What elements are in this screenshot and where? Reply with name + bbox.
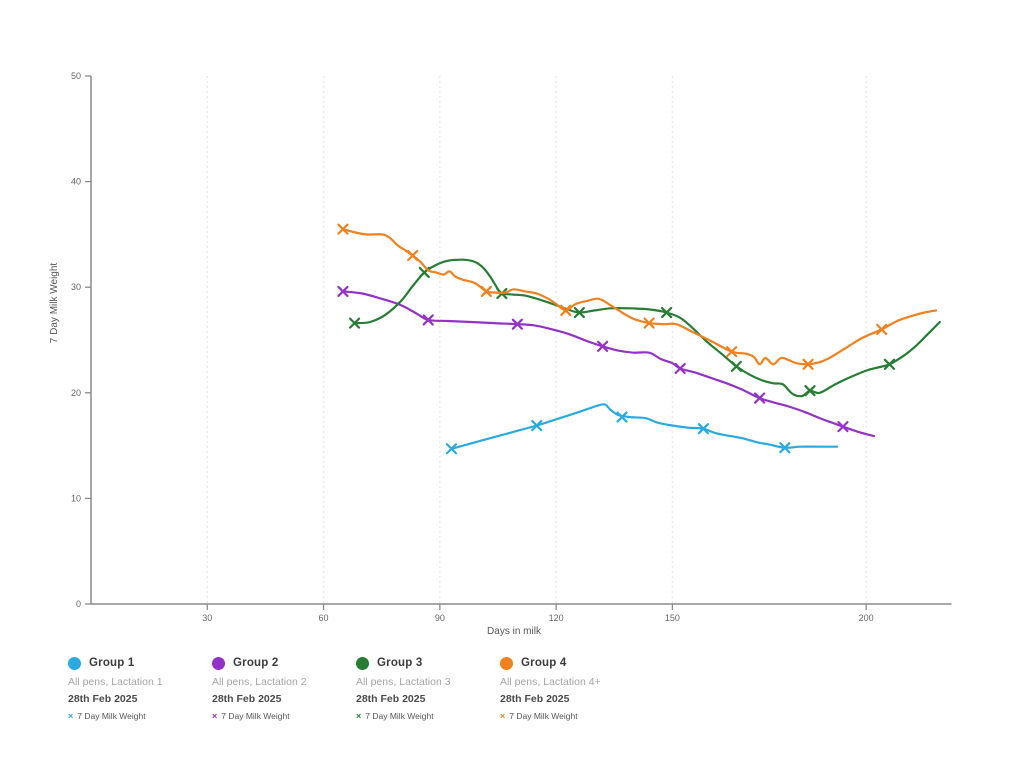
x-tick-label: 120 (549, 613, 564, 623)
chart-legend: Group 1 All pens, Lactation 1 28th Feb 202… (0, 655, 1024, 755)
legend-item-group-2[interactable]: Group 2 All pens, Lactation 2 28th Feb 202… (212, 655, 352, 721)
legend-color-dot-icon (356, 656, 369, 670)
legend-metric-label: 7 Day Milk Weight (365, 711, 434, 721)
x-marker-icon: × (68, 711, 74, 721)
legend-date: 28th Feb 2025 (500, 693, 570, 705)
data-point-x-marker (348, 317, 361, 329)
legend-date: 28th Feb 2025 (212, 693, 282, 705)
legend-item-group-3[interactable]: Group 3 All pens, Lactation 3 28th Feb 202… (356, 655, 496, 721)
x-marker-icon: × (212, 711, 218, 721)
data-point-x-marker (660, 306, 673, 319)
x-tick-label: 200 (859, 613, 874, 623)
legend-subtitle: All pens, Lactation 1 (68, 676, 163, 688)
data-point-x-marker (804, 385, 816, 397)
series-1 (445, 403, 839, 455)
y-tick-label: 20 (71, 388, 81, 398)
legend-date: 28th Feb 2025 (356, 693, 426, 705)
data-point-x-marker (802, 358, 814, 370)
legend-item-group-4[interactable]: Group 4 All pens, Lactation 4+ 28th Feb 20… (500, 655, 640, 721)
milk-weight-chart: 0 10 20 30 40 50 30 60 90 120 150 200 7 Day Milk We… (49, 71, 952, 637)
legend-metric: × 7 Day Milk Weight (212, 711, 352, 721)
legend-subtitle: All pens, Lactation 2 (212, 676, 307, 688)
data-point-x-marker (726, 346, 738, 358)
legend-metric: × 7 Day Milk Weight (500, 711, 640, 721)
legend-metric: × 7 Day Milk Weight (356, 711, 496, 721)
legend-subtitle: All pens, Lactation 3 (356, 676, 451, 688)
x-axis-title: Days in milk (487, 626, 542, 637)
data-point-x-marker (337, 285, 349, 298)
legend-metric-label: 7 Day Milk Weight (509, 711, 578, 721)
data-point-x-marker (560, 304, 572, 317)
data-point-x-marker (643, 317, 655, 329)
legend-group-name: Group 1 (89, 657, 135, 669)
legend-color-dot-icon (68, 656, 81, 670)
legend-color-dot-icon (212, 656, 225, 670)
data-point-x-marker (445, 443, 458, 455)
x-tick-label: 60 (319, 613, 329, 623)
legend-date: 28th Feb 2025 (68, 693, 138, 705)
axes: 0 10 20 30 40 50 30 60 90 120 150 200 (71, 71, 952, 623)
data-point-x-marker (531, 419, 543, 432)
legend-group-name: Group 3 (377, 657, 423, 669)
data-point-x-marker (573, 306, 585, 319)
legend-group-name: Group 2 (233, 657, 279, 669)
y-axis-title: 7 Day Milk Weight (49, 263, 60, 344)
y-tick-label: 50 (71, 71, 81, 81)
legend-item-group-1[interactable]: Group 1 All pens, Lactation 1 28th Feb 202… (68, 655, 208, 721)
x-tick-label: 90 (435, 613, 445, 623)
series-2 (337, 285, 876, 438)
data-point-x-marker (730, 360, 742, 372)
data-point-x-marker (422, 314, 434, 326)
data-point-x-marker (616, 411, 628, 423)
data-point-x-marker (837, 420, 849, 433)
data-point-x-marker (779, 442, 791, 454)
legend-metric: × 7 Day Milk Weight (68, 711, 208, 721)
data-point-x-marker (511, 318, 523, 330)
data-point-x-marker (480, 285, 492, 298)
y-tick-label: 30 (71, 282, 81, 292)
y-tick-label: 40 (71, 177, 81, 187)
y-tick-label: 10 (71, 493, 81, 503)
x-tick-label: 30 (202, 613, 212, 623)
x-tick-label: 150 (665, 613, 680, 623)
data-point-x-marker (674, 362, 686, 375)
x-marker-icon: × (356, 711, 362, 721)
legend-metric-label: 7 Day Milk Weight (221, 711, 290, 721)
data-point-x-marker (876, 323, 888, 336)
series-4 (337, 223, 938, 370)
legend-group-name: Group 4 (521, 657, 567, 669)
data-point-x-marker (337, 223, 349, 235)
data-point-x-marker (407, 249, 419, 262)
gridlines (206, 76, 867, 604)
legend-metric-label: 7 Day Milk Weight (77, 711, 146, 721)
legend-subtitle: All pens, Lactation 4+ (500, 676, 601, 688)
x-marker-icon: × (500, 711, 506, 721)
data-point-x-marker (754, 392, 766, 404)
data-point-x-marker (697, 423, 710, 435)
y-tick-label: 0 (76, 599, 81, 609)
data-point-x-marker (597, 340, 609, 352)
series-lines (337, 223, 941, 455)
legend-color-dot-icon (500, 656, 513, 670)
data-point-x-marker (883, 358, 896, 370)
